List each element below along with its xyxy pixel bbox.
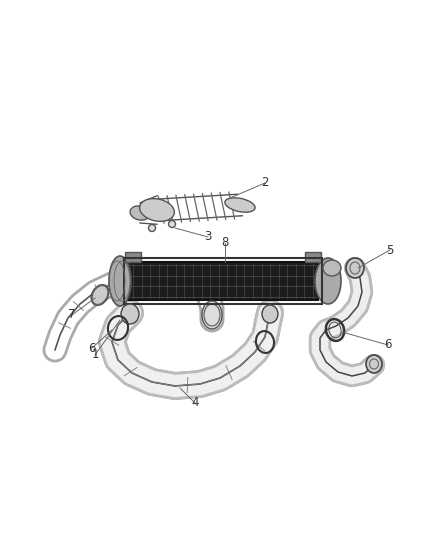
Text: 1: 1 (91, 349, 99, 361)
Ellipse shape (148, 224, 155, 231)
Bar (128, 262, 318, 300)
Ellipse shape (323, 260, 341, 276)
Bar (305, 252, 321, 262)
Text: 5: 5 (386, 244, 394, 256)
Text: 3: 3 (204, 230, 212, 244)
Bar (125, 252, 141, 262)
Ellipse shape (121, 304, 139, 324)
Text: 4: 4 (191, 397, 199, 409)
Ellipse shape (109, 256, 131, 306)
Ellipse shape (130, 206, 150, 220)
Ellipse shape (315, 258, 341, 304)
Ellipse shape (202, 301, 222, 329)
Ellipse shape (366, 355, 382, 373)
Text: 2: 2 (261, 176, 269, 190)
Ellipse shape (262, 305, 278, 323)
Text: 6: 6 (88, 342, 96, 354)
Ellipse shape (225, 198, 255, 212)
Text: 8: 8 (221, 237, 229, 249)
Ellipse shape (169, 221, 176, 228)
Ellipse shape (346, 258, 364, 278)
Ellipse shape (140, 199, 174, 221)
Text: 6: 6 (384, 338, 392, 351)
Bar (124, 258, 322, 304)
Ellipse shape (91, 285, 109, 305)
Text: 7: 7 (68, 309, 76, 321)
